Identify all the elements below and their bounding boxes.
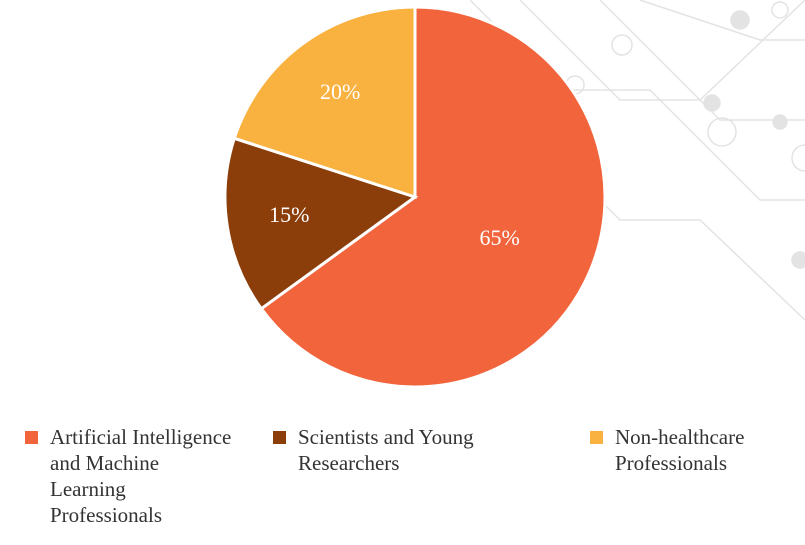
slice-label: 15% (269, 202, 309, 227)
legend-item: Scientists and Young Researchers (273, 424, 513, 476)
page: 65% 15% 20% Artificial Intelligence and Ma… (0, 0, 805, 545)
slice-label: 65% (479, 225, 519, 250)
pie: 65% 15% 20% (225, 7, 605, 387)
legend-item: Non-healthcare Professionals (590, 424, 790, 476)
legend-swatch (25, 431, 38, 444)
legend-label: Non-healthcare Professionals (615, 424, 790, 476)
legend-label: Scientists and Young Researchers (298, 424, 513, 476)
slice-label: 20% (320, 79, 360, 104)
legend-label: Artificial Intelligence and Machine Lear… (50, 424, 235, 528)
legend-item: Artificial Intelligence and Machine Lear… (25, 424, 235, 528)
legend-swatch (590, 431, 603, 444)
legend-swatch (273, 431, 286, 444)
